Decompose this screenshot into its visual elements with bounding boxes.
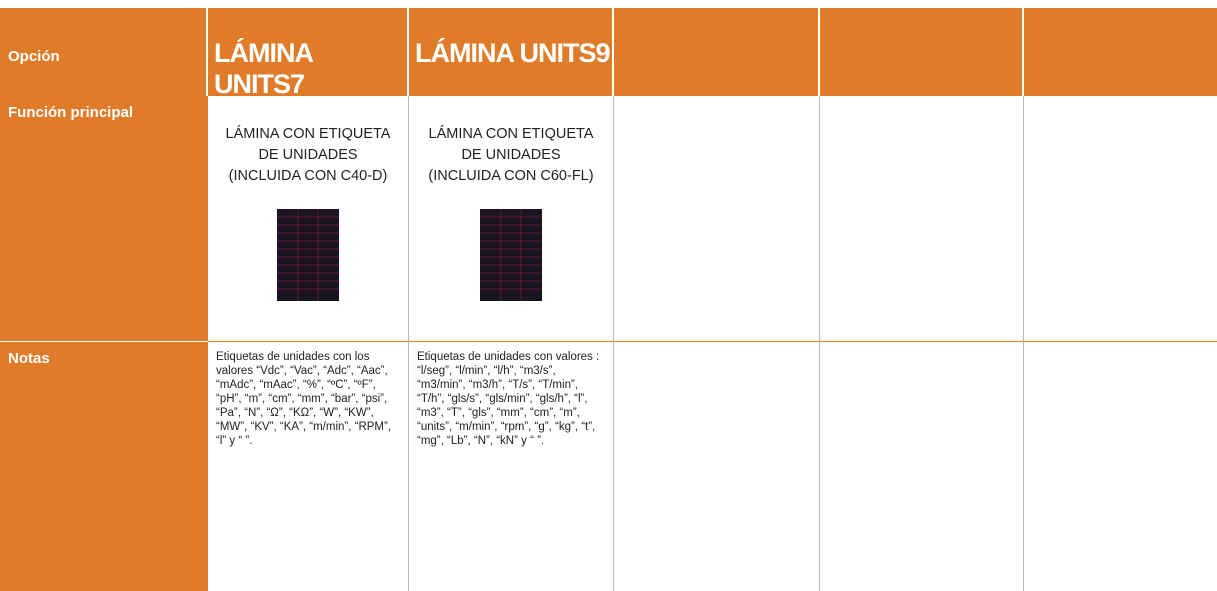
cell: LÁMINA CON ETIQUETA DE UNIDADES (INCLUID…	[409, 96, 614, 342]
text-line: LÁMINA CON ETIQUETA	[225, 126, 391, 142]
label-sheet-image	[277, 209, 339, 301]
cell: Etiquetas de unidades con los valores “V…	[208, 342, 409, 591]
cell	[820, 342, 1024, 591]
row-label: Notas	[0, 342, 208, 591]
text-line: (INCLUIDA CON C40-D)	[228, 168, 388, 184]
header-cell: Opción	[0, 8, 208, 96]
text-line: DE UNIDADES	[461, 147, 561, 163]
header-cell: LÁMINA UNITS7	[208, 8, 409, 99]
cell: LÁMINA CON ETIQUETA DE UNIDADES (INCLUID…	[208, 96, 409, 342]
text-line: DE UNIDADES	[258, 147, 358, 163]
cell: Etiquetas de unidades con valores : “l/s…	[409, 342, 614, 591]
header-cell	[820, 8, 1024, 96]
header-cell	[614, 8, 820, 96]
text-line: (INCLUIDA CON C60-FL)	[428, 168, 594, 184]
row-label: Función principal	[0, 96, 208, 342]
label-sheet-image	[480, 209, 542, 301]
cell	[614, 342, 820, 591]
header-cell	[1024, 8, 1217, 96]
cell	[614, 96, 820, 342]
cell	[820, 96, 1024, 342]
cell	[1024, 96, 1217, 342]
header-cell: LÁMINA UNITS9	[409, 8, 614, 96]
text-line: LÁMINA CON ETIQUETA	[428, 126, 594, 142]
